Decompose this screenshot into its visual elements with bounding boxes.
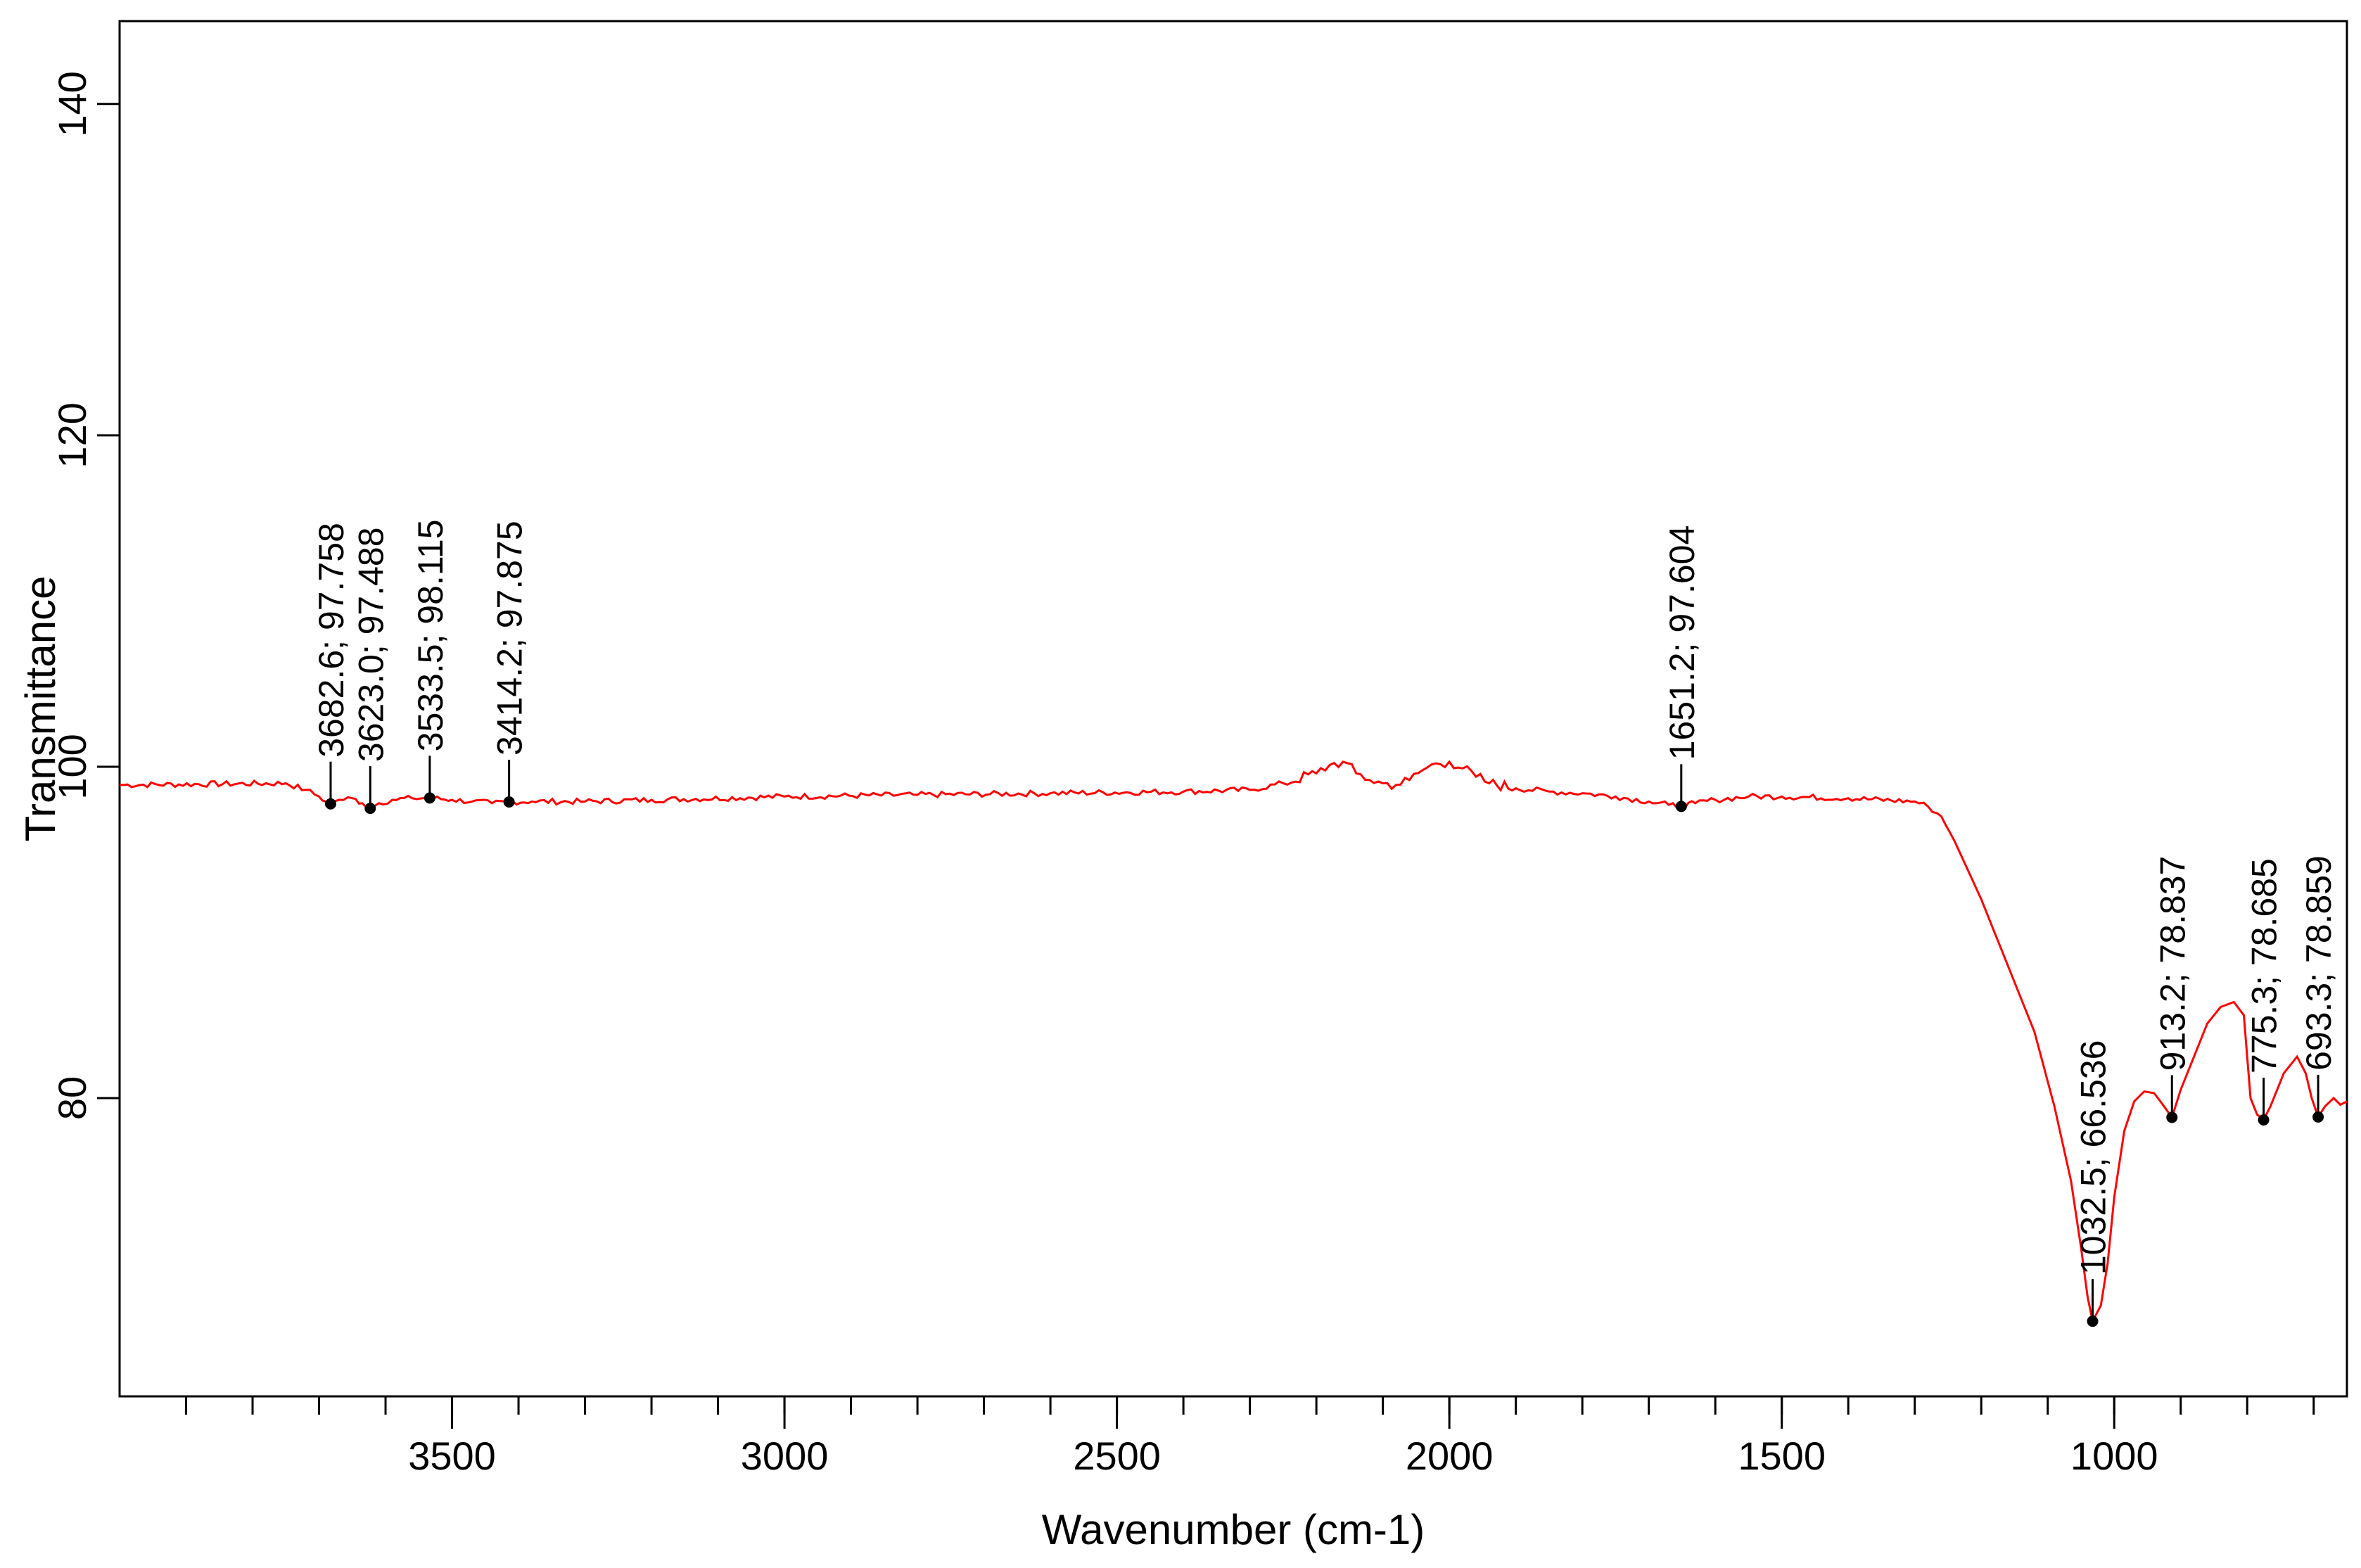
peak-annotations: 3682.6; 97.758 3623.0; 97.488 3533.5; 98.1… [312,519,2338,1327]
x-tick-label: 1000 [2070,1434,2158,1478]
peak-label: 3414.2; 97.875 [490,521,530,756]
plot-frame [118,20,2348,1398]
peak-label: 3533.5; 98.115 [411,519,450,751]
x-tick-label: 3500 [408,1434,496,1478]
series-layer [119,760,2348,1325]
y-tick-label: 100 [50,734,94,799]
x-axis-title: Wavenumber (cm-1) [1042,1506,1425,1553]
peak-label: 1651.2; 97.604 [1662,525,1702,760]
y-tick-label: 140 [50,71,94,136]
y-tick-label: 120 [50,402,94,468]
x-tick-label: 3000 [741,1434,829,1478]
x-tick-label: 2500 [1073,1434,1161,1478]
peak-label: 913.2; 78.837 [2153,856,2192,1071]
peak-label: 775.3; 78.685 [2245,858,2284,1073]
peak-label: 1032.5; 66.536 [2074,1040,2113,1275]
peak-label: 693.3; 78.859 [2299,855,2338,1071]
y-axis-ticks: 80 100 120 140 [50,71,120,1120]
x-tick-label: 2000 [1406,1434,1494,1478]
x-axis-ticks: 3500 3000 2500 2000 1500 1000 [185,1396,2315,1478]
peak-marker [2087,1315,2099,1327]
peak-label: 3623.0; 97.488 [351,527,390,762]
peak-marker [324,798,336,810]
y-axis-title: Transmittance [17,576,64,842]
x-tick-label: 1500 [1738,1434,1826,1478]
peak-marker [2258,1114,2270,1126]
peak-marker [1675,801,1687,812]
peak-marker [2166,1111,2178,1123]
peak-marker [2312,1111,2324,1123]
peak-marker [503,796,515,808]
series-line-spectrum [119,760,2348,1325]
y-tick-label: 80 [50,1076,94,1120]
peak-marker [424,792,435,804]
peak-label: 3682.6; 97.758 [312,523,351,758]
peak-marker [364,803,376,815]
